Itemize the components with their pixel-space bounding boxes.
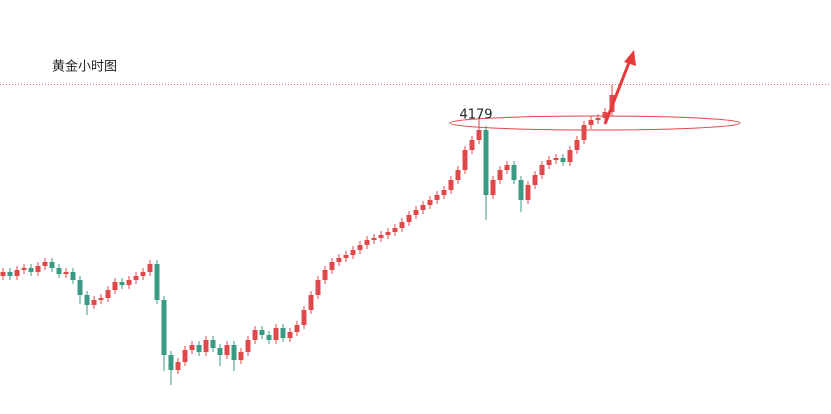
candle-body <box>105 290 111 298</box>
candle-body <box>455 170 461 180</box>
candle-body <box>518 180 524 200</box>
candle-body <box>469 140 475 150</box>
candle-body <box>84 295 90 305</box>
candle-body <box>567 150 573 162</box>
candle-body <box>259 330 265 335</box>
candle-body <box>588 120 594 125</box>
candle-body <box>91 300 97 305</box>
candle-body <box>511 165 517 180</box>
candle-body <box>224 345 230 355</box>
candle-body <box>266 335 272 340</box>
candle-body <box>133 276 139 280</box>
candle-body <box>476 130 482 140</box>
candle-body <box>462 150 468 170</box>
candle-body <box>217 348 223 355</box>
candle-body <box>364 240 370 245</box>
candle-body <box>77 280 83 295</box>
candle-body <box>532 175 538 185</box>
candles <box>0 85 615 385</box>
candle-body <box>378 235 384 238</box>
candle-body <box>308 295 314 310</box>
trend-arrow <box>603 59 632 125</box>
candle-body <box>56 268 62 274</box>
candle-body <box>574 140 580 150</box>
candle-body <box>98 298 104 300</box>
candle-body <box>490 180 496 195</box>
candle-body <box>427 200 433 205</box>
candle-body <box>392 228 398 232</box>
candle-body <box>420 205 426 210</box>
candle-body <box>168 355 174 370</box>
candle-body <box>126 280 132 285</box>
candle-body <box>595 118 601 120</box>
candle-body <box>497 170 503 180</box>
candle-body <box>413 210 419 215</box>
candle-body <box>329 262 335 270</box>
candle-body <box>553 158 559 160</box>
candle-body <box>175 362 181 370</box>
candle-body <box>28 268 34 272</box>
candle-body <box>539 165 545 175</box>
candle-body <box>287 332 293 338</box>
candle-body <box>252 330 258 340</box>
candle-body <box>301 310 307 325</box>
candle-body <box>42 262 48 266</box>
candle-body <box>70 272 76 280</box>
annotation: 4179 <box>459 108 492 123</box>
candle-body <box>406 215 412 222</box>
arrow-head <box>624 50 636 66</box>
candle-body <box>210 340 216 348</box>
candle-body <box>434 195 440 200</box>
candle-body <box>245 340 251 352</box>
candle-body <box>273 328 279 340</box>
candle-body <box>336 258 342 262</box>
candle-body <box>441 190 447 195</box>
candle-body <box>448 180 454 190</box>
chart-title: 黄金小时图 <box>52 59 117 75</box>
candle-body <box>14 270 20 276</box>
highlight-ellipse <box>449 115 741 131</box>
candle-body <box>154 264 160 300</box>
candle-body <box>357 245 363 250</box>
candle-body <box>182 350 188 362</box>
candle-body <box>196 345 202 352</box>
candle-body <box>231 345 237 360</box>
candle-body <box>238 352 244 360</box>
candle-body <box>385 232 391 235</box>
candle-body <box>322 270 328 280</box>
candle-body <box>602 112 608 118</box>
candle-body <box>63 272 69 274</box>
candle-body <box>581 125 587 140</box>
candle-body <box>189 345 195 350</box>
candle-body <box>7 272 13 276</box>
candle-body <box>112 282 118 290</box>
candle-body <box>525 185 531 200</box>
candle-body <box>21 268 27 270</box>
candle-body <box>399 222 405 228</box>
candle-body <box>371 238 377 240</box>
candle-body <box>315 280 321 295</box>
candle-body <box>294 325 300 332</box>
candle-body <box>280 328 286 338</box>
candle-body <box>140 272 146 276</box>
candle-body <box>161 300 167 355</box>
candle-body <box>0 272 6 276</box>
candle-body <box>483 130 489 195</box>
candle-body <box>546 160 552 165</box>
candle-body <box>343 255 349 258</box>
candle-body <box>49 262 55 268</box>
candle-body <box>350 250 356 255</box>
candle-body <box>147 264 153 272</box>
candle-body <box>119 282 125 285</box>
candle-body <box>504 165 510 170</box>
candle-body <box>203 340 209 352</box>
candle-body <box>560 158 566 162</box>
candle-body <box>35 266 41 272</box>
